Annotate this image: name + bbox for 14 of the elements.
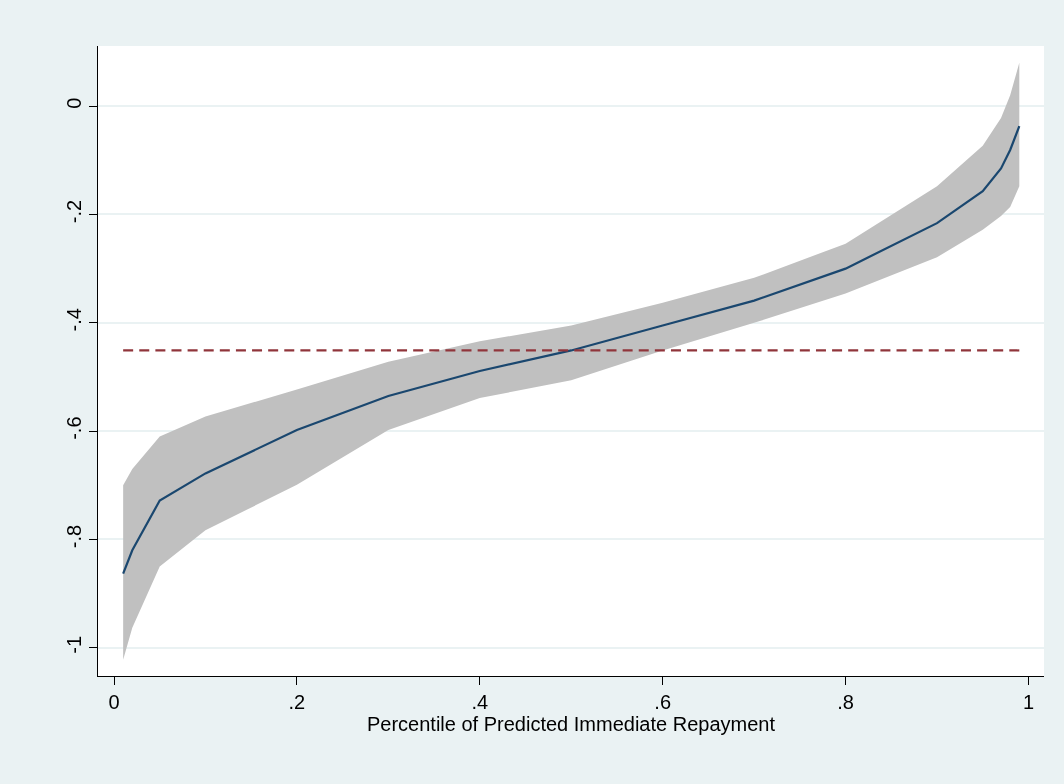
y-tick-label: -.2	[63, 199, 85, 224]
x-tick-label: .4	[471, 691, 489, 713]
y-tick-label: -.8	[63, 524, 85, 549]
y-tick-label: -.4	[63, 308, 85, 332]
x-tick-label: 0	[108, 691, 120, 713]
x-tick-label: .8	[837, 691, 854, 713]
x-tick-label: .2	[288, 691, 306, 713]
y-tick-label: -.6	[63, 416, 85, 440]
y-tick-label: 0	[63, 97, 85, 109]
line-series	[122, 125, 1021, 575]
y-tick-label: -1	[63, 635, 85, 654]
x-tick-label: .6	[654, 691, 672, 713]
x-axis-title: Percentile of Predicted Immediate Repayment	[367, 713, 776, 735]
x-tick-label: 1	[1022, 691, 1035, 713]
